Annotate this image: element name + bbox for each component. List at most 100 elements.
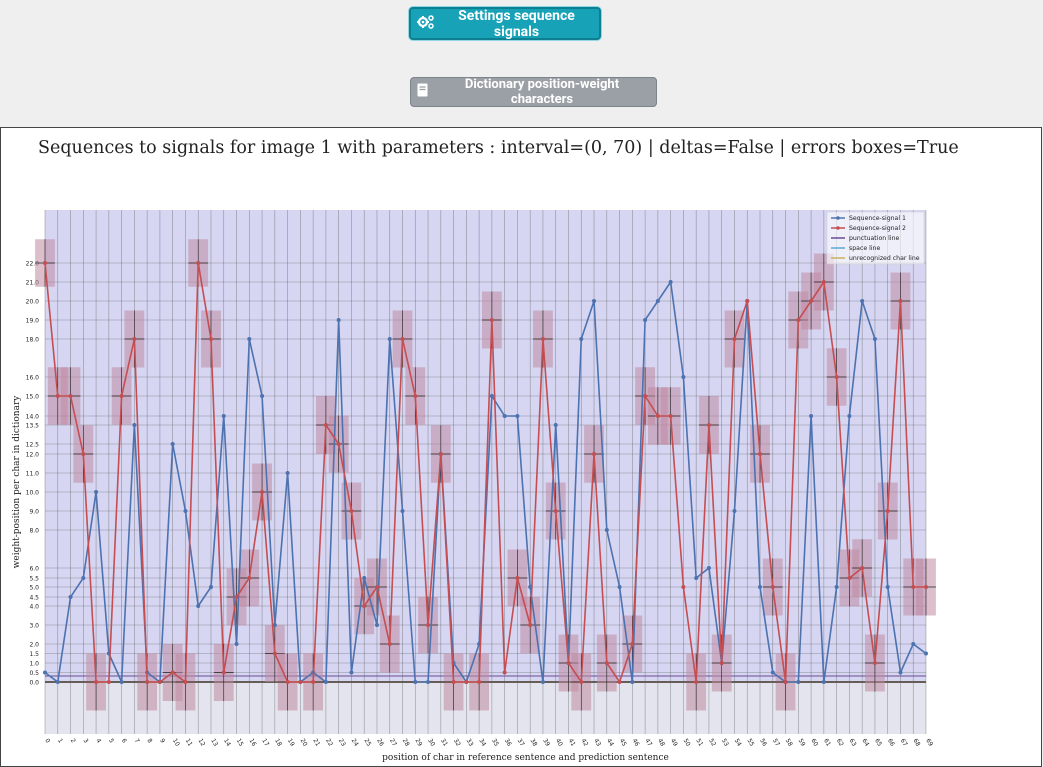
sequence-signal-1-point	[374, 623, 379, 627]
x-tick-label: 41	[567, 738, 577, 748]
sequence-signal-1-point	[758, 585, 763, 589]
sequence-signal-2-point	[43, 261, 47, 265]
y-tick-label: 1.5	[29, 651, 39, 658]
y-tick-label: 22.0	[26, 261, 40, 268]
sequence-signal-2-point	[247, 576, 252, 580]
sequence-signal-1-point	[208, 585, 213, 589]
y-tick-label: 4.5	[29, 595, 39, 602]
y-tick-label: 9.0	[29, 509, 39, 516]
sequence-signal-1-point	[553, 423, 558, 427]
x-tick-label: 46	[631, 738, 641, 748]
x-tick-label: 13	[209, 738, 219, 748]
x-tick-label: 52	[707, 738, 717, 748]
sequence-signal-2-point	[298, 680, 303, 684]
sequence-signal-2-point	[732, 337, 737, 341]
sequence-signal-1-point	[413, 680, 418, 684]
sequence-signal-1-point	[898, 670, 903, 675]
x-tick-label: 30	[426, 738, 436, 748]
y-tick-label: 8.0	[29, 528, 39, 535]
y-tick-label: 12.5	[26, 442, 40, 449]
x-tick-label: 19	[286, 738, 296, 748]
sequence-signal-1-point	[81, 576, 86, 580]
sequence-signal-2-point	[694, 680, 699, 684]
chart-title: Sequences to signals for image 1 with pa…	[38, 138, 959, 158]
sequence-signal-1-point	[770, 670, 775, 675]
sequence-signal-1-point	[362, 576, 367, 580]
sequence-signal-2-point	[783, 680, 788, 684]
sequence-signal-1-point	[911, 642, 916, 646]
x-tick-label: 50	[682, 738, 692, 748]
sequence-signal-2-point	[106, 680, 111, 684]
sequence-signal-1-point	[349, 670, 354, 675]
x-tick-label: 61	[822, 738, 832, 748]
sequence-signal-1-point	[809, 414, 814, 418]
y-tick-label: 3.0	[29, 623, 39, 630]
x-tick-label: 15	[235, 738, 245, 748]
sequence-signal-2-point	[68, 394, 73, 398]
sequence-signal-1-point	[94, 490, 99, 494]
y-tick-label: 1.0	[29, 661, 39, 668]
sequence-signal-2-point	[489, 318, 494, 322]
sequence-signal-1-point	[592, 299, 597, 303]
sequence-signal-2-point	[387, 642, 392, 646]
x-tick-label: 5	[107, 738, 115, 745]
sequence-signal-2-point	[221, 670, 226, 675]
legend-label: space line	[849, 245, 880, 252]
sequence-signal-1-point	[860, 299, 865, 303]
x-tick-label: 27	[388, 738, 398, 748]
sequence-signal-1-point	[400, 509, 405, 513]
sequence-signal-1-point	[694, 576, 699, 580]
sequence-signal-1-point	[885, 585, 890, 589]
sequence-signal-2-point	[477, 680, 482, 684]
x-tick-label: 32	[452, 738, 462, 748]
sequence-signal-1-point	[426, 680, 431, 684]
x-tick-label: 60	[809, 738, 819, 748]
sequence-signal-1-point	[706, 566, 711, 570]
y-tick-label: 11.0	[26, 471, 40, 478]
sequence-signal-1-point	[579, 337, 584, 341]
sequence-signal-1-point	[285, 471, 290, 475]
sequence-signal-2-point	[719, 661, 724, 665]
y-tick-label: 0.0	[29, 680, 39, 687]
sequence-signal-1-point	[872, 337, 877, 341]
sequence-signal-1-point	[387, 337, 392, 341]
y-tick-label: 18.0	[26, 337, 40, 344]
sequence-signal-2-point	[706, 423, 711, 427]
sequence-signal-2-point	[502, 670, 507, 675]
legend-marker	[836, 216, 840, 220]
y-tick-label: 21.0	[26, 280, 40, 287]
x-axis-label: position of char in reference sentence a…	[382, 753, 669, 763]
x-tick-label: 44	[605, 738, 615, 748]
y-tick-label: 4.0	[29, 604, 39, 611]
sequence-signal-1-point	[234, 642, 239, 646]
sequence-signal-2-point	[924, 585, 928, 589]
sequence-signal-2-point	[566, 661, 571, 665]
sequence-signal-1-point	[655, 299, 660, 303]
sequence-signal-1-point	[489, 394, 494, 398]
x-tick-label: 54	[733, 738, 743, 748]
sequence-signal-1-point	[336, 318, 341, 322]
sequence-signal-1-point	[796, 680, 801, 684]
x-tick-label: 24	[350, 738, 360, 748]
sequence-signal-1-point	[43, 670, 47, 675]
dictionary-position-weight-button[interactable]: Dictionary position-weight characters	[410, 77, 657, 107]
settings-sequence-signals-button[interactable]: Settings sequence signals	[409, 7, 601, 40]
y-tick-label: 10.0	[26, 490, 40, 497]
sequence-signal-1-point	[55, 680, 60, 684]
sequence-signal-2-point	[668, 414, 673, 418]
x-tick-label: 22	[324, 738, 334, 748]
legend-marker	[836, 226, 840, 230]
sequence-signal-2-point	[336, 442, 341, 446]
x-tick-label: 65	[873, 738, 883, 748]
sequence-signal-2-point	[157, 680, 162, 684]
sequence-signal-2-point	[655, 414, 660, 418]
sequence-signal-1-point	[247, 337, 252, 341]
x-tick-label: 12	[196, 738, 206, 748]
sequence-signal-2-point	[55, 394, 60, 398]
y-tick-label: 15.0	[26, 394, 40, 401]
y-tick-label: 0.5	[29, 670, 39, 677]
sequence-signal-2-point	[758, 452, 763, 456]
legend-label: punctuation line	[849, 235, 899, 242]
sequence-signal-2-point	[796, 318, 801, 322]
